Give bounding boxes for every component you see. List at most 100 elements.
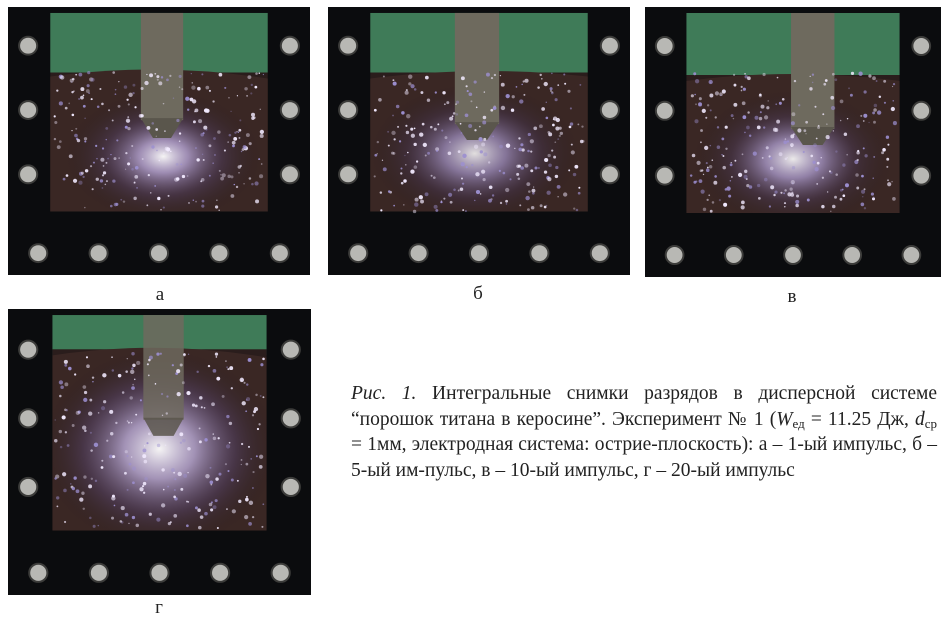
- spark-dot: [61, 415, 66, 420]
- spark-dot: [534, 166, 538, 170]
- spark-dot: [718, 199, 721, 202]
- spark-dot: [101, 187, 104, 189]
- spark-dot: [790, 134, 795, 139]
- spark-dot: [75, 73, 78, 76]
- spark-dot: [509, 178, 512, 181]
- spark-dot: [855, 173, 859, 177]
- spark-dot: [75, 489, 80, 494]
- spark-dot: [250, 83, 253, 87]
- spark-dot: [85, 356, 89, 359]
- frame-bolt: [18, 164, 39, 185]
- spark-dot: [730, 114, 734, 118]
- spark-dot: [226, 508, 228, 510]
- frame-bolt: [280, 408, 301, 429]
- spark-dot: [83, 475, 87, 479]
- spark-dot: [54, 121, 58, 125]
- spark-dot: [410, 84, 415, 89]
- spark-dot: [783, 192, 785, 195]
- spark-dot: [173, 495, 176, 499]
- spark-dot: [101, 102, 104, 106]
- spark-dot: [698, 179, 703, 184]
- spark-dot: [53, 137, 57, 141]
- spark-dot: [125, 370, 128, 373]
- spark-dot: [578, 186, 581, 189]
- spark-dot: [464, 113, 469, 118]
- spark-dot: [199, 515, 204, 519]
- frame-bolt: [18, 35, 39, 56]
- spark-dot: [131, 351, 135, 356]
- spark-dot: [846, 117, 849, 120]
- spark-dot: [523, 93, 526, 96]
- spark-dot: [232, 144, 235, 148]
- spark-dot: [482, 178, 486, 182]
- spark-dot: [543, 170, 548, 174]
- spark-dot: [733, 102, 738, 107]
- spark-dot: [764, 177, 768, 182]
- spark-dot: [225, 360, 227, 362]
- spark-dot: [468, 92, 473, 97]
- spark-dot: [810, 154, 814, 158]
- spark-dot: [182, 438, 186, 443]
- spark-dot: [843, 132, 848, 136]
- spark-dot: [248, 500, 254, 506]
- spark-dot: [702, 207, 707, 212]
- spark-dot: [695, 180, 698, 183]
- spark-dot: [690, 94, 694, 98]
- spark-dot: [205, 473, 210, 479]
- spark-dot: [107, 157, 109, 160]
- spark-dot: [262, 73, 265, 76]
- spark-dot: [246, 94, 248, 97]
- spark-dot: [260, 363, 264, 367]
- spark-dot: [863, 207, 867, 210]
- spark-dot: [227, 174, 231, 179]
- spark-dot: [71, 77, 75, 81]
- spark-dot: [376, 153, 378, 155]
- spark-dot: [82, 507, 85, 510]
- spark-dot: [872, 76, 876, 81]
- spark-dot: [813, 143, 817, 147]
- spark-dot: [220, 174, 222, 176]
- spark-dot: [482, 120, 487, 125]
- spark-dot: [748, 134, 752, 137]
- spark-dot: [207, 364, 211, 368]
- spark-dot: [165, 412, 169, 415]
- spark-dot: [382, 167, 387, 172]
- spark-particles: [53, 71, 265, 212]
- spark-dot: [830, 95, 835, 100]
- spark-dot: [156, 149, 158, 152]
- spark-dot: [66, 444, 70, 447]
- spark-dot: [214, 499, 218, 503]
- spark-dot: [128, 92, 133, 98]
- spark-dot: [887, 143, 890, 146]
- spark-dot: [442, 91, 446, 95]
- spark-dot: [742, 115, 747, 120]
- spark-dot: [119, 520, 123, 523]
- spark-dot: [134, 174, 139, 179]
- spark-dot: [258, 454, 264, 459]
- spark-dot: [492, 106, 497, 110]
- spark-dot: [713, 180, 718, 185]
- spark-dot: [471, 163, 474, 167]
- frame-bolt: [18, 339, 39, 360]
- spark-dot: [825, 135, 830, 140]
- spark-dot: [160, 392, 164, 396]
- spark-dot: [54, 419, 57, 421]
- frame-bolt: [270, 562, 291, 583]
- spark-dot: [419, 132, 424, 137]
- spark-dot: [698, 97, 702, 101]
- spark-dot: [502, 171, 506, 175]
- spark-dot: [537, 166, 540, 170]
- spark-dot: [835, 150, 838, 153]
- spark-dot: [575, 208, 579, 212]
- spark-dot: [701, 108, 706, 114]
- spark-dot: [251, 516, 255, 519]
- spark-dot: [791, 182, 794, 185]
- spark-dot: [251, 116, 255, 120]
- spark-dot: [64, 382, 69, 387]
- spark-dot: [531, 188, 536, 193]
- spark-dot: [200, 180, 203, 183]
- spark-dot: [81, 425, 87, 430]
- spark-dot: [392, 81, 397, 86]
- photo-panel-v: [645, 7, 941, 277]
- spark-dot: [422, 142, 427, 147]
